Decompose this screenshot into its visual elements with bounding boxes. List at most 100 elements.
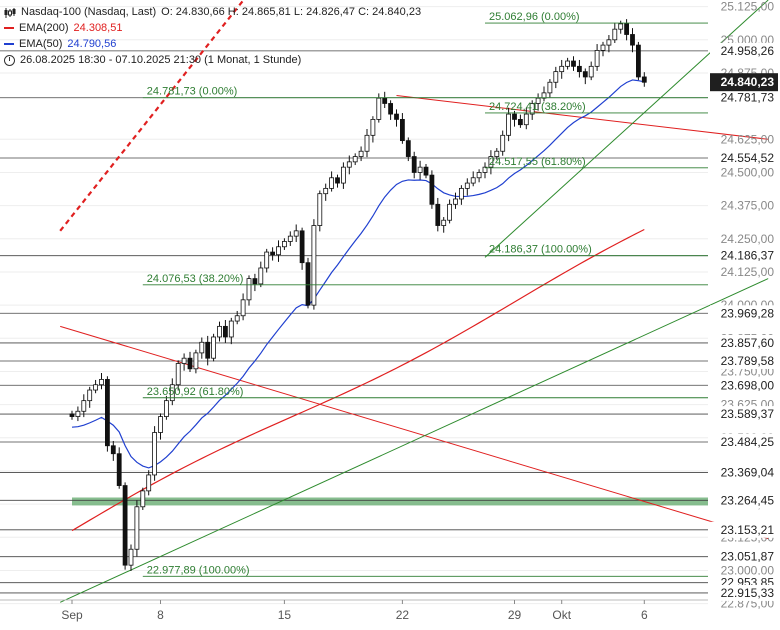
- x-tick-label: 15: [278, 608, 292, 622]
- candle-body: [264, 251, 270, 269]
- candle-body: [252, 278, 258, 285]
- candle-body: [270, 251, 276, 256]
- price-level-label: 23.369,04: [721, 466, 775, 480]
- candle-body: [518, 119, 523, 126]
- price-level-box: [710, 377, 778, 394]
- fib-level-label: 25.062,96 (0.00%): [489, 11, 580, 23]
- price-level-label: 23.264,45: [721, 493, 775, 507]
- price-level-box: [710, 305, 778, 322]
- candle-body: [399, 119, 405, 142]
- support-zone-band: [72, 497, 708, 506]
- candle-body: [99, 379, 104, 386]
- candle-body: [105, 379, 110, 447]
- candle-body: [175, 363, 181, 386]
- y-tick-label: 24.625,00: [721, 132, 775, 146]
- candle-body: [423, 166, 429, 176]
- price-level-box: [710, 548, 778, 565]
- candle-body: [329, 177, 335, 189]
- candle-body: [87, 389, 93, 402]
- candle-body: [358, 150, 364, 157]
- trendline-red-dashed: [59, 0, 245, 232]
- candle-body: [476, 172, 482, 179]
- candle-body: [128, 548, 134, 566]
- candle-body: [565, 60, 570, 67]
- price-level-box: [710, 247, 778, 264]
- x-tick-label: 8: [157, 608, 164, 622]
- ema200-line: [71, 228, 645, 532]
- candle-body: [411, 156, 417, 173]
- candle-body: [222, 325, 228, 338]
- candle-body: [134, 506, 140, 550]
- candle-body: [606, 39, 612, 46]
- candle-body: [116, 453, 122, 486]
- candlestick-icon: [4, 7, 16, 18]
- candle-body: [193, 352, 199, 370]
- price-level-box: [710, 406, 778, 423]
- time-axis: Sep 8 15 22 29 Okt 6: [0, 599, 708, 622]
- horizontal-levels: [0, 50, 708, 594]
- candle-body: [317, 193, 323, 226]
- ema50-value: 24.790,56: [67, 38, 117, 50]
- candle-body: [246, 278, 252, 301]
- candle-body: [158, 416, 163, 433]
- candle-body: [335, 177, 340, 184]
- legend-ema200-row: EMA(200) 24.308,51: [4, 20, 421, 36]
- price-level-box: [710, 150, 778, 167]
- ema50-line: [71, 79, 645, 469]
- ema200-value: 24.308,51: [73, 22, 123, 34]
- price-level-box: [710, 42, 778, 59]
- y-tick-label: 24.125,00: [721, 265, 775, 279]
- price-level-box: [710, 334, 778, 351]
- candle-body: [346, 161, 352, 168]
- candle-body: [228, 320, 234, 338]
- current-price-box: [710, 73, 778, 92]
- candle-body: [488, 156, 494, 168]
- price-level-box: [710, 352, 778, 369]
- fib-level-label: 24.781,73 (0.00%): [147, 86, 238, 98]
- price-level-label: 23.789,58: [721, 354, 775, 368]
- candle-body: [559, 65, 565, 73]
- candle-body: [93, 384, 98, 391]
- candle-body: [163, 400, 169, 417]
- candle-body: [169, 384, 175, 402]
- candle-body: [364, 134, 370, 152]
- candle-body: [311, 225, 317, 306]
- price-level-label: 23.698,00: [721, 378, 775, 392]
- candle-body: [281, 241, 287, 248]
- price-level-label: 24.554,52: [721, 151, 775, 165]
- legend-range-row: 26.08.2025 18:30 - 07.10.2025 21:30 (1 M…: [4, 52, 421, 68]
- candle-body: [618, 23, 624, 30]
- candle-body: [453, 198, 458, 205]
- candle-body: [75, 410, 81, 417]
- candle-body: [429, 174, 435, 205]
- price-level-box: [710, 433, 778, 450]
- candle-body: [140, 490, 146, 508]
- y-tick-label: 25.125,00: [721, 0, 775, 14]
- support-zone: [72, 497, 708, 506]
- ema200-swatch: [4, 27, 14, 29]
- fib-level-label: 24.517,55 (61.80%): [489, 156, 586, 168]
- x-tick-label: 6: [641, 608, 648, 622]
- candle-body: [529, 103, 535, 115]
- candle-body: [494, 150, 500, 157]
- ema200-label: EMA(200): [19, 22, 69, 34]
- price-level-label: 23.969,28: [721, 306, 775, 320]
- candle-body: [482, 166, 488, 173]
- ema50-label: EMA(50): [19, 38, 63, 50]
- x-tick-label: Sep: [61, 608, 83, 622]
- candle-body: [370, 119, 376, 136]
- current-price-label: 24.840,23: [721, 75, 775, 89]
- candle-body: [612, 28, 618, 41]
- candle-body: [512, 113, 517, 120]
- legend-instrument-row: Nasdaq-100 (Nasdaq, Last) O: 24.830,66 H…: [4, 4, 421, 20]
- candle-body: [588, 65, 594, 78]
- legend-ema50-row: EMA(50) 24.790,56: [4, 36, 421, 52]
- price-level-box: [710, 492, 778, 509]
- candle-body: [305, 262, 311, 306]
- price-level-label: 24.781,73: [721, 91, 775, 105]
- candle-body: [323, 187, 329, 195]
- candle-body: [287, 235, 293, 242]
- candle-body: [240, 299, 246, 317]
- instrument-name: Nasdaq-100 (Nasdaq, Last): [21, 6, 157, 18]
